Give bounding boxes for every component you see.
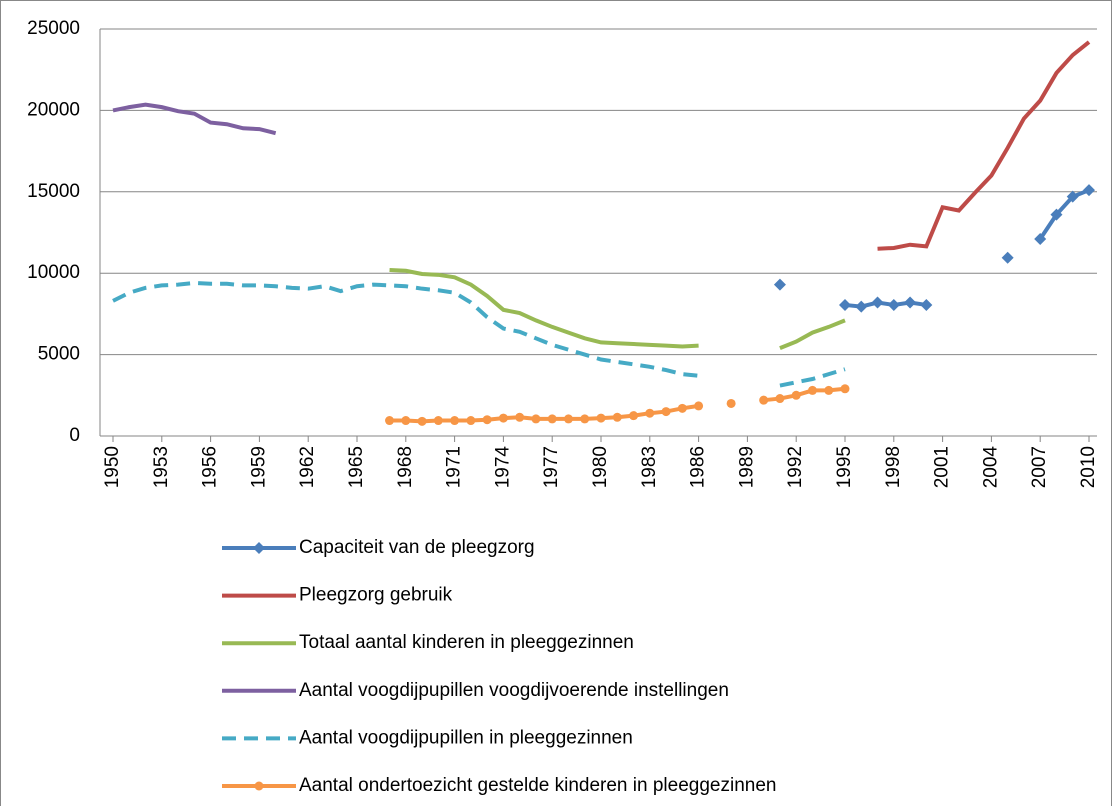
marker bbox=[677, 403, 687, 413]
marker bbox=[401, 416, 411, 426]
x-tick-label: 1995 bbox=[834, 446, 855, 488]
series-line bbox=[389, 267, 699, 349]
marker bbox=[645, 408, 655, 418]
marker bbox=[612, 412, 622, 422]
x-tick-label: 1986 bbox=[688, 446, 709, 488]
x-tick-label: 1956 bbox=[200, 446, 221, 488]
x-tick-label: 1953 bbox=[151, 446, 172, 488]
marker bbox=[531, 414, 541, 424]
x-tick-label: 2007 bbox=[1029, 446, 1050, 488]
marker bbox=[887, 298, 900, 311]
x-tick-label: 1965 bbox=[346, 446, 367, 488]
y-tick-label: 0 bbox=[69, 425, 80, 446]
marker bbox=[482, 415, 492, 425]
marker bbox=[515, 412, 525, 422]
marker bbox=[904, 296, 917, 309]
x-tick-label: 1983 bbox=[639, 446, 660, 488]
marker bbox=[253, 542, 265, 554]
marker bbox=[840, 384, 850, 394]
y-tick-label: 25000 bbox=[27, 18, 80, 39]
marker bbox=[855, 300, 868, 313]
y-tick-label: 15000 bbox=[27, 181, 80, 202]
legend-label: Totaal aantal kinderen in pleeggezinnen bbox=[299, 632, 634, 653]
legend-label: Capaciteit van de pleegzorg bbox=[299, 537, 535, 558]
x-tick-label: 1977 bbox=[541, 446, 562, 488]
marker bbox=[1050, 208, 1063, 221]
legend-label: Pleegzorg gebruik bbox=[299, 585, 453, 606]
x-tick-label: 2001 bbox=[932, 446, 953, 488]
x-tick-label: 1989 bbox=[736, 446, 757, 488]
marker bbox=[759, 395, 769, 405]
x-tick-label: 1968 bbox=[395, 446, 416, 488]
marker bbox=[1034, 233, 1047, 246]
series-line bbox=[1038, 188, 1090, 241]
marker bbox=[661, 407, 671, 417]
marker bbox=[871, 296, 884, 309]
x-tick-label: 1971 bbox=[444, 446, 465, 488]
marker bbox=[1083, 184, 1095, 197]
series-line bbox=[112, 280, 699, 378]
marker bbox=[417, 416, 427, 426]
series-line bbox=[779, 318, 846, 350]
y-tick-label: 5000 bbox=[38, 344, 80, 365]
x-tick-label: 1950 bbox=[102, 446, 123, 488]
marker bbox=[498, 413, 508, 423]
series-line bbox=[112, 102, 277, 136]
marker bbox=[385, 416, 395, 426]
marker bbox=[773, 278, 786, 291]
legend-label: Aantal voogdijpupillen voogdijvoerende i… bbox=[299, 680, 729, 701]
marker bbox=[254, 781, 264, 791]
marker bbox=[920, 298, 933, 311]
y-tick-label: 20000 bbox=[27, 99, 80, 120]
legend-label: Aantal voogdijpupillen in pleeggezinnen bbox=[299, 727, 633, 748]
marker bbox=[547, 414, 557, 424]
x-tick-label: 1959 bbox=[248, 446, 269, 488]
marker bbox=[580, 414, 590, 424]
x-tick-label: 1998 bbox=[883, 446, 904, 488]
x-tick-label: 1974 bbox=[492, 446, 513, 489]
marker bbox=[824, 385, 834, 395]
x-tick-label: 2004 bbox=[980, 446, 1001, 489]
series-line bbox=[779, 367, 846, 388]
marker bbox=[629, 411, 639, 421]
marker bbox=[694, 401, 704, 411]
marker bbox=[807, 385, 817, 395]
x-tick-label: 1992 bbox=[785, 446, 806, 488]
x-tick-label: 1980 bbox=[590, 446, 611, 488]
x-tick-label: 1962 bbox=[297, 446, 318, 488]
marker bbox=[596, 413, 606, 423]
y-tick-label: 10000 bbox=[27, 262, 80, 283]
marker bbox=[563, 414, 573, 424]
marker bbox=[433, 416, 443, 426]
marker bbox=[726, 398, 736, 408]
marker bbox=[466, 416, 476, 426]
marker bbox=[839, 298, 851, 311]
marker bbox=[775, 394, 785, 404]
legend-label: Aantal ondertoezicht gestelde kinderen i… bbox=[299, 775, 776, 796]
marker bbox=[1066, 190, 1079, 203]
marker bbox=[1001, 251, 1014, 264]
series-line bbox=[877, 40, 1091, 251]
x-tick-label: 2010 bbox=[1078, 446, 1099, 488]
marker bbox=[450, 416, 460, 426]
marker bbox=[791, 390, 801, 400]
